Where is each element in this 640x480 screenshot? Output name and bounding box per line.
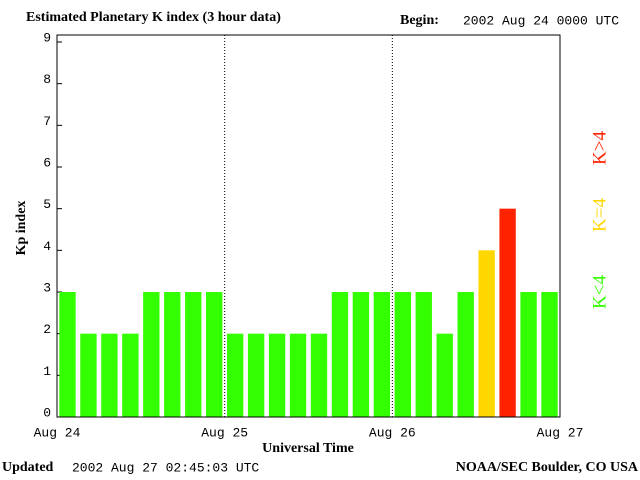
source: NOAA/SEC Boulder, CO USA bbox=[456, 460, 639, 475]
bar bbox=[101, 333, 118, 417]
chart-title: Estimated Planetary K index (3 hour data… bbox=[26, 10, 281, 25]
bar bbox=[80, 333, 97, 417]
y-tick-label: 5 bbox=[43, 197, 51, 212]
legend-label: K<4 bbox=[589, 275, 610, 309]
bar bbox=[310, 333, 328, 417]
bar bbox=[164, 292, 181, 417]
bar bbox=[206, 292, 223, 417]
bar bbox=[226, 333, 244, 417]
y-axis-label: Kp index bbox=[14, 201, 29, 256]
bar bbox=[352, 292, 370, 417]
y-tick-label: 6 bbox=[43, 155, 51, 170]
bar bbox=[122, 333, 139, 417]
bar bbox=[499, 208, 516, 417]
y-tick-label: 4 bbox=[43, 239, 51, 254]
x-tick-label: Aug 25 bbox=[201, 425, 248, 440]
plot-frame bbox=[56, 34, 561, 418]
bar bbox=[373, 292, 391, 417]
bar bbox=[289, 333, 307, 417]
bar bbox=[185, 292, 202, 417]
bar bbox=[415, 292, 432, 417]
bar bbox=[394, 292, 411, 417]
bar bbox=[59, 292, 76, 417]
bar bbox=[478, 250, 495, 417]
bar bbox=[457, 292, 474, 417]
y-tick-label: 0 bbox=[43, 405, 51, 420]
x-tick-label: Aug 24 bbox=[34, 425, 81, 440]
y-tick-label: 3 bbox=[43, 280, 51, 295]
bar bbox=[247, 333, 265, 417]
x-tick-label: Aug 27 bbox=[537, 425, 584, 440]
bar bbox=[143, 292, 160, 417]
y-tick-label: 1 bbox=[43, 364, 51, 379]
bar bbox=[268, 333, 286, 417]
updated-value: 2002 Aug 27 02:45:03 UTC bbox=[72, 460, 259, 475]
bar bbox=[331, 292, 349, 417]
y-tick-label: 7 bbox=[43, 114, 51, 129]
begin-value: 2002 Aug 24 0000 UTC bbox=[463, 13, 619, 28]
bar bbox=[541, 292, 558, 417]
y-tick-label: 2 bbox=[43, 322, 51, 337]
bar bbox=[520, 292, 537, 417]
bar bbox=[436, 333, 453, 417]
legend-label: K>4 bbox=[589, 131, 610, 165]
x-axis-label: Universal Time bbox=[262, 441, 354, 456]
y-tick-label: 8 bbox=[43, 72, 51, 87]
legend-label: K=4 bbox=[589, 198, 610, 232]
begin-label: Begin: bbox=[400, 13, 439, 28]
y-tick-label: 9 bbox=[43, 30, 51, 45]
updated-label: Updated bbox=[2, 460, 54, 475]
x-tick-label: Aug 26 bbox=[369, 425, 416, 440]
